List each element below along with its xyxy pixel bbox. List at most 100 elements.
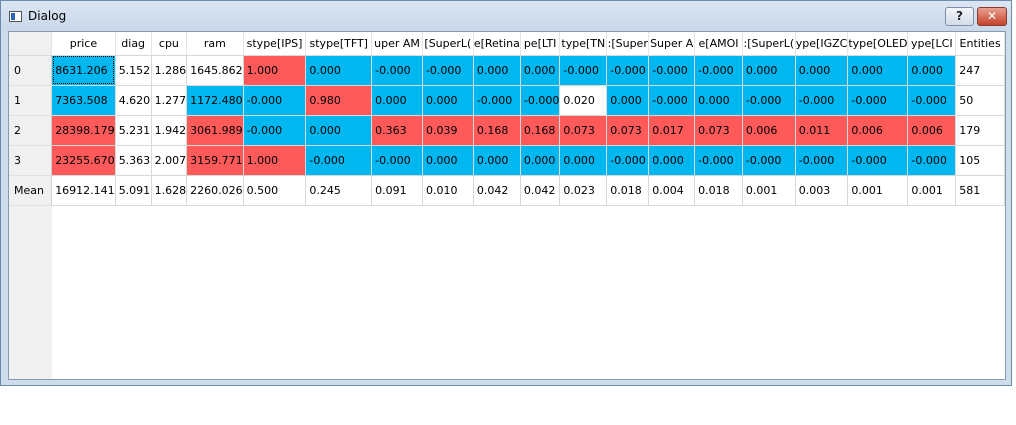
table-cell[interactable]: 2.007 — [151, 145, 188, 176]
column-header[interactable]: stype[TFT] — [305, 32, 373, 56]
table-cell[interactable]: 8631.206 — [51, 55, 116, 86]
table-cell[interactable]: 0.011 — [795, 115, 849, 146]
table-cell[interactable]: 0.000 — [305, 115, 373, 146]
table-cell[interactable]: 3159.771 — [186, 145, 244, 176]
table-cell[interactable]: 0.000 — [473, 145, 521, 176]
table-cell[interactable]: 0.000 — [422, 145, 474, 176]
table-cell[interactable]: 0.363 — [371, 115, 423, 146]
table-cell[interactable]: -0.000 — [907, 85, 957, 116]
table-cell[interactable]: 0.000 — [422, 85, 474, 116]
table-cell[interactable]: 0.245 — [305, 175, 373, 206]
column-header[interactable]: cpu — [151, 32, 188, 56]
table-cell[interactable]: 1172.480 — [186, 85, 244, 116]
table-cell[interactable]: -0.000 — [520, 85, 561, 116]
column-header[interactable]: :[SuperL( — [742, 32, 796, 56]
table-cell[interactable]: 0.000 — [305, 55, 373, 86]
table-cell[interactable]: 0.168 — [473, 115, 521, 146]
table-cell[interactable]: 7363.508 — [51, 85, 116, 116]
table-cell[interactable]: -0.000 — [371, 145, 423, 176]
table-cell[interactable]: 0.001 — [847, 175, 909, 206]
column-header[interactable]: Super A — [648, 32, 696, 56]
table-cell[interactable]: -0.000 — [847, 145, 909, 176]
table-cell[interactable]: 0.023 — [559, 175, 608, 206]
table-cell[interactable]: 0.000 — [371, 85, 423, 116]
table-cell[interactable]: 0.018 — [606, 175, 650, 206]
column-header[interactable]: type[OLED — [847, 32, 909, 56]
column-header[interactable]: Entities — [955, 32, 1005, 56]
table-cell[interactable]: 0.001 — [907, 175, 957, 206]
table-cell[interactable]: -0.000 — [606, 55, 650, 86]
table-cell[interactable]: -0.000 — [694, 55, 743, 86]
table-cell[interactable]: -0.000 — [305, 145, 373, 176]
table-cell[interactable]: 0.010 — [422, 175, 474, 206]
table-cell[interactable]: 1645.862 — [186, 55, 244, 86]
table-cell[interactable]: -0.000 — [243, 85, 307, 116]
table-cell[interactable]: -0.000 — [371, 55, 423, 86]
title-bar[interactable]: Dialog ? ✕ — [1, 1, 1011, 31]
table-cell[interactable]: -0.000 — [422, 55, 474, 86]
table-cell[interactable]: 1.000 — [243, 55, 307, 86]
column-header[interactable]: ype[IGZC — [795, 32, 849, 56]
table-cell[interactable]: 23255.670 — [51, 145, 116, 176]
table-cell[interactable]: -0.000 — [907, 145, 957, 176]
table-cell[interactable]: 5.231 — [115, 115, 152, 146]
column-header[interactable]: type[TN — [559, 32, 608, 56]
table-cell[interactable]: 1.000 — [243, 145, 307, 176]
column-header[interactable]: price — [51, 32, 116, 56]
column-header[interactable]: ram — [186, 32, 244, 56]
table-cell[interactable]: 179 — [955, 115, 1005, 146]
table-cell[interactable]: 581 — [955, 175, 1005, 206]
table-cell[interactable]: 0.006 — [847, 115, 909, 146]
table-cell[interactable]: 0.500 — [243, 175, 307, 206]
table-cell[interactable]: 0.091 — [371, 175, 423, 206]
table-cell[interactable]: 5.152 — [115, 55, 152, 86]
table-cell[interactable]: 0.000 — [742, 55, 796, 86]
table-cell[interactable]: 247 — [955, 55, 1005, 86]
table-cell[interactable]: -0.000 — [742, 85, 796, 116]
column-header[interactable]: stype[IPS] — [243, 32, 307, 56]
table-cell[interactable]: 0.073 — [606, 115, 650, 146]
table-cell[interactable]: 0.980 — [305, 85, 373, 116]
table-cell[interactable]: 105 — [955, 145, 1005, 176]
table-cell[interactable]: 0.000 — [648, 145, 696, 176]
table-cell[interactable]: 0.000 — [473, 55, 521, 86]
table-cell[interactable]: 0.018 — [694, 175, 743, 206]
table-cell[interactable]: 0.039 — [422, 115, 474, 146]
table-cell[interactable]: 2260.026 — [186, 175, 244, 206]
table-cell[interactable]: -0.000 — [559, 55, 608, 86]
table-cell[interactable]: 1.277 — [151, 85, 188, 116]
column-header[interactable]: :[Super — [606, 32, 650, 56]
column-header[interactable]: uper AM — [371, 32, 423, 56]
table-cell[interactable]: 0.000 — [847, 55, 909, 86]
table-cell[interactable]: 1.942 — [151, 115, 188, 146]
table-cell[interactable]: 0.000 — [606, 85, 650, 116]
table-cell[interactable]: 0.001 — [742, 175, 796, 206]
row-header[interactable]: Mean — [9, 175, 53, 206]
table-view[interactable]: price diag cpu ram stype[IPS] stype[TFT] uper … — [8, 31, 1006, 380]
table-cell[interactable]: -0.000 — [847, 85, 909, 116]
table-cell[interactable]: 0.000 — [520, 145, 561, 176]
table-cell[interactable]: 0.073 — [559, 115, 608, 146]
table-cell[interactable]: 3061.989 — [186, 115, 244, 146]
table-cell[interactable]: -0.000 — [795, 85, 849, 116]
row-header[interactable]: 2 — [9, 115, 53, 146]
table-cell[interactable]: 1.286 — [151, 55, 188, 86]
table-cell[interactable]: -0.000 — [795, 145, 849, 176]
table-cell[interactable]: 0.042 — [473, 175, 521, 206]
corner-button[interactable] — [9, 32, 53, 56]
table-cell[interactable]: 0.006 — [742, 115, 796, 146]
table-cell[interactable]: 0.000 — [520, 55, 561, 86]
table-cell[interactable]: 0.020 — [559, 85, 608, 116]
table-cell[interactable]: 5.091 — [115, 175, 152, 206]
help-button[interactable]: ? — [945, 7, 974, 26]
column-header[interactable]: pe[LTI — [520, 32, 561, 56]
table-cell[interactable]: 0.000 — [795, 55, 849, 86]
table-cell[interactable]: 28398.179 — [51, 115, 116, 146]
table-cell[interactable]: 0.000 — [694, 85, 743, 116]
row-header[interactable]: 0 — [9, 55, 53, 86]
row-header[interactable]: 3 — [9, 145, 53, 176]
table-cell[interactable]: 0.000 — [559, 145, 608, 176]
table-cell[interactable]: 0.042 — [520, 175, 561, 206]
table-cell[interactable]: -0.000 — [648, 85, 696, 116]
table-cell[interactable]: 0.168 — [520, 115, 561, 146]
